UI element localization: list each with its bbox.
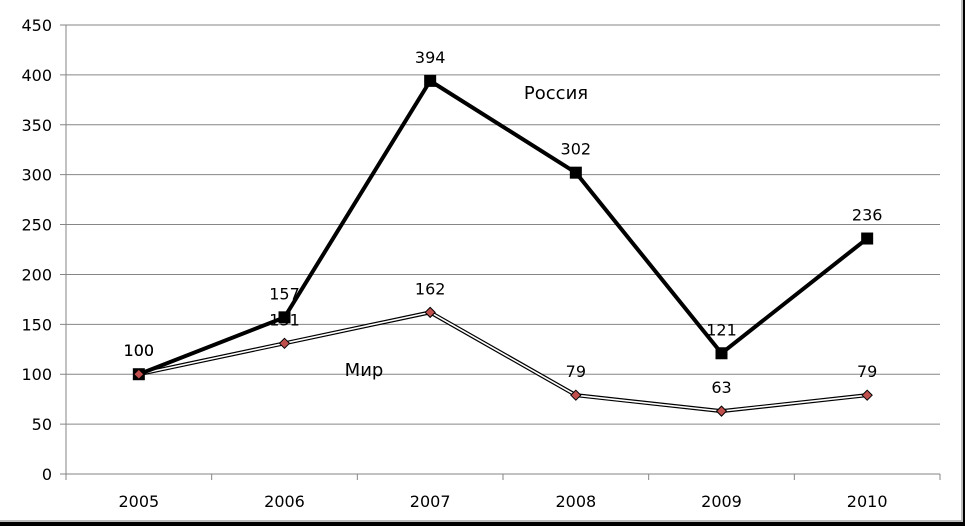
point-russia	[569, 166, 582, 179]
data-label-russia: 394	[415, 48, 446, 67]
gridlines	[60, 24, 941, 480]
y-tick-label: 150	[21, 315, 52, 334]
data-label-russia: 157	[269, 284, 300, 303]
series-line-russia	[138, 78, 869, 377]
point-russia	[424, 74, 437, 87]
point-mir	[278, 337, 291, 349]
y-tick-label: 400	[21, 66, 52, 85]
data-label-mir: 131	[269, 310, 300, 329]
data-label-mir: 79	[566, 362, 586, 381]
series-names: Россия Мир	[345, 83, 588, 381]
y-axis-ticks: 0 50 100 150 200 250 300 350 400 450	[21, 16, 52, 484]
x-tick-label: 2007	[410, 492, 451, 511]
data-label-mir: 100	[124, 341, 155, 360]
series-lines	[132, 74, 874, 417]
point-mir	[133, 368, 145, 380]
series-line-mir-outer	[138, 310, 868, 414]
data-label-mir: 63	[711, 378, 731, 397]
data-label-russia: 121	[706, 320, 737, 339]
x-tick-label: 2010	[847, 492, 888, 511]
series-label-russia: Россия	[524, 83, 588, 104]
data-label-russia: 100	[124, 341, 155, 360]
y-tick-label: 200	[21, 265, 52, 284]
y-tick-label: 300	[21, 166, 52, 185]
y-tick-label: 450	[21, 16, 52, 35]
point-mir	[424, 306, 436, 319]
x-tick-label: 2009	[701, 492, 742, 511]
y-tick-label: 250	[21, 216, 52, 235]
y-tick-label: 100	[21, 365, 52, 384]
x-axis-ticks: 2005 2006 2007 2008 2009 2010	[118, 492, 887, 511]
point-mir	[861, 389, 873, 401]
data-label-mir: 162	[415, 279, 446, 298]
y-tick-label: 50	[32, 415, 52, 434]
point-mir	[570, 389, 582, 401]
data-label-russia: 302	[561, 140, 592, 159]
series-label-mir: Мир	[345, 360, 384, 381]
point-russia	[715, 347, 728, 360]
x-tick-label: 2008	[555, 492, 596, 511]
point-russia	[861, 232, 874, 245]
data-label-russia: 236	[852, 206, 883, 225]
point-mir	[715, 405, 728, 417]
data-label-mir: 79	[857, 362, 877, 381]
x-tick-label: 2005	[118, 492, 159, 511]
series-line-mir	[138, 311, 868, 412]
y-tick-label: 0	[42, 465, 52, 484]
y-tick-label: 350	[21, 116, 52, 135]
point-russia	[278, 311, 291, 324]
x-tick-label: 2006	[264, 492, 305, 511]
